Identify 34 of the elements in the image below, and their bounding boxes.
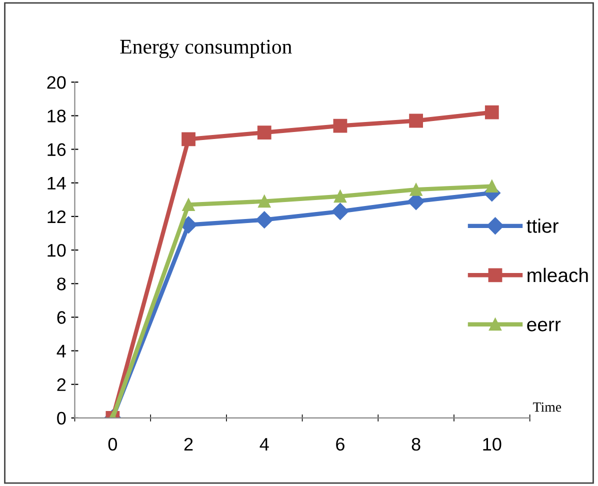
y-tick-label: 16 [48,143,66,156]
point [256,211,273,228]
x-tick-label: 8 [412,438,420,451]
y-tick-label: 0 [57,412,66,425]
legend-label: mleach [528,268,588,282]
chart-title: Energy consumption [120,40,292,58]
x-tick-label: 4 [260,438,269,450]
x-tick-label: 6 [336,438,344,451]
y-tick-label: 14 [48,177,66,190]
x-axis-title: Time [533,402,562,412]
point [258,195,271,208]
y-tick-label: 6 [57,311,66,324]
y-tick-label: 4 [56,344,66,358]
point [334,190,346,203]
x-tick-label: 2 [184,438,193,450]
legend-label: eerr [527,320,561,332]
point [410,183,422,196]
y-tick-label: 8 [57,278,66,290]
y-tick-label: 12 [48,210,66,224]
point [484,105,499,120]
point [182,132,196,146]
point [409,114,424,128]
x-tick-label: 10 [483,438,502,451]
point [257,126,272,140]
legend-label: ttier [526,218,558,233]
point [332,202,349,220]
y-tick-label: 20 [47,76,66,89]
y-tick-label: 18 [48,110,66,122]
point [333,118,348,133]
y-tick-label: 2 [57,378,66,391]
point [486,180,498,192]
point [182,198,195,211]
y-tick-label: 10 [48,244,66,257]
x-tick-label: 0 [108,438,117,451]
